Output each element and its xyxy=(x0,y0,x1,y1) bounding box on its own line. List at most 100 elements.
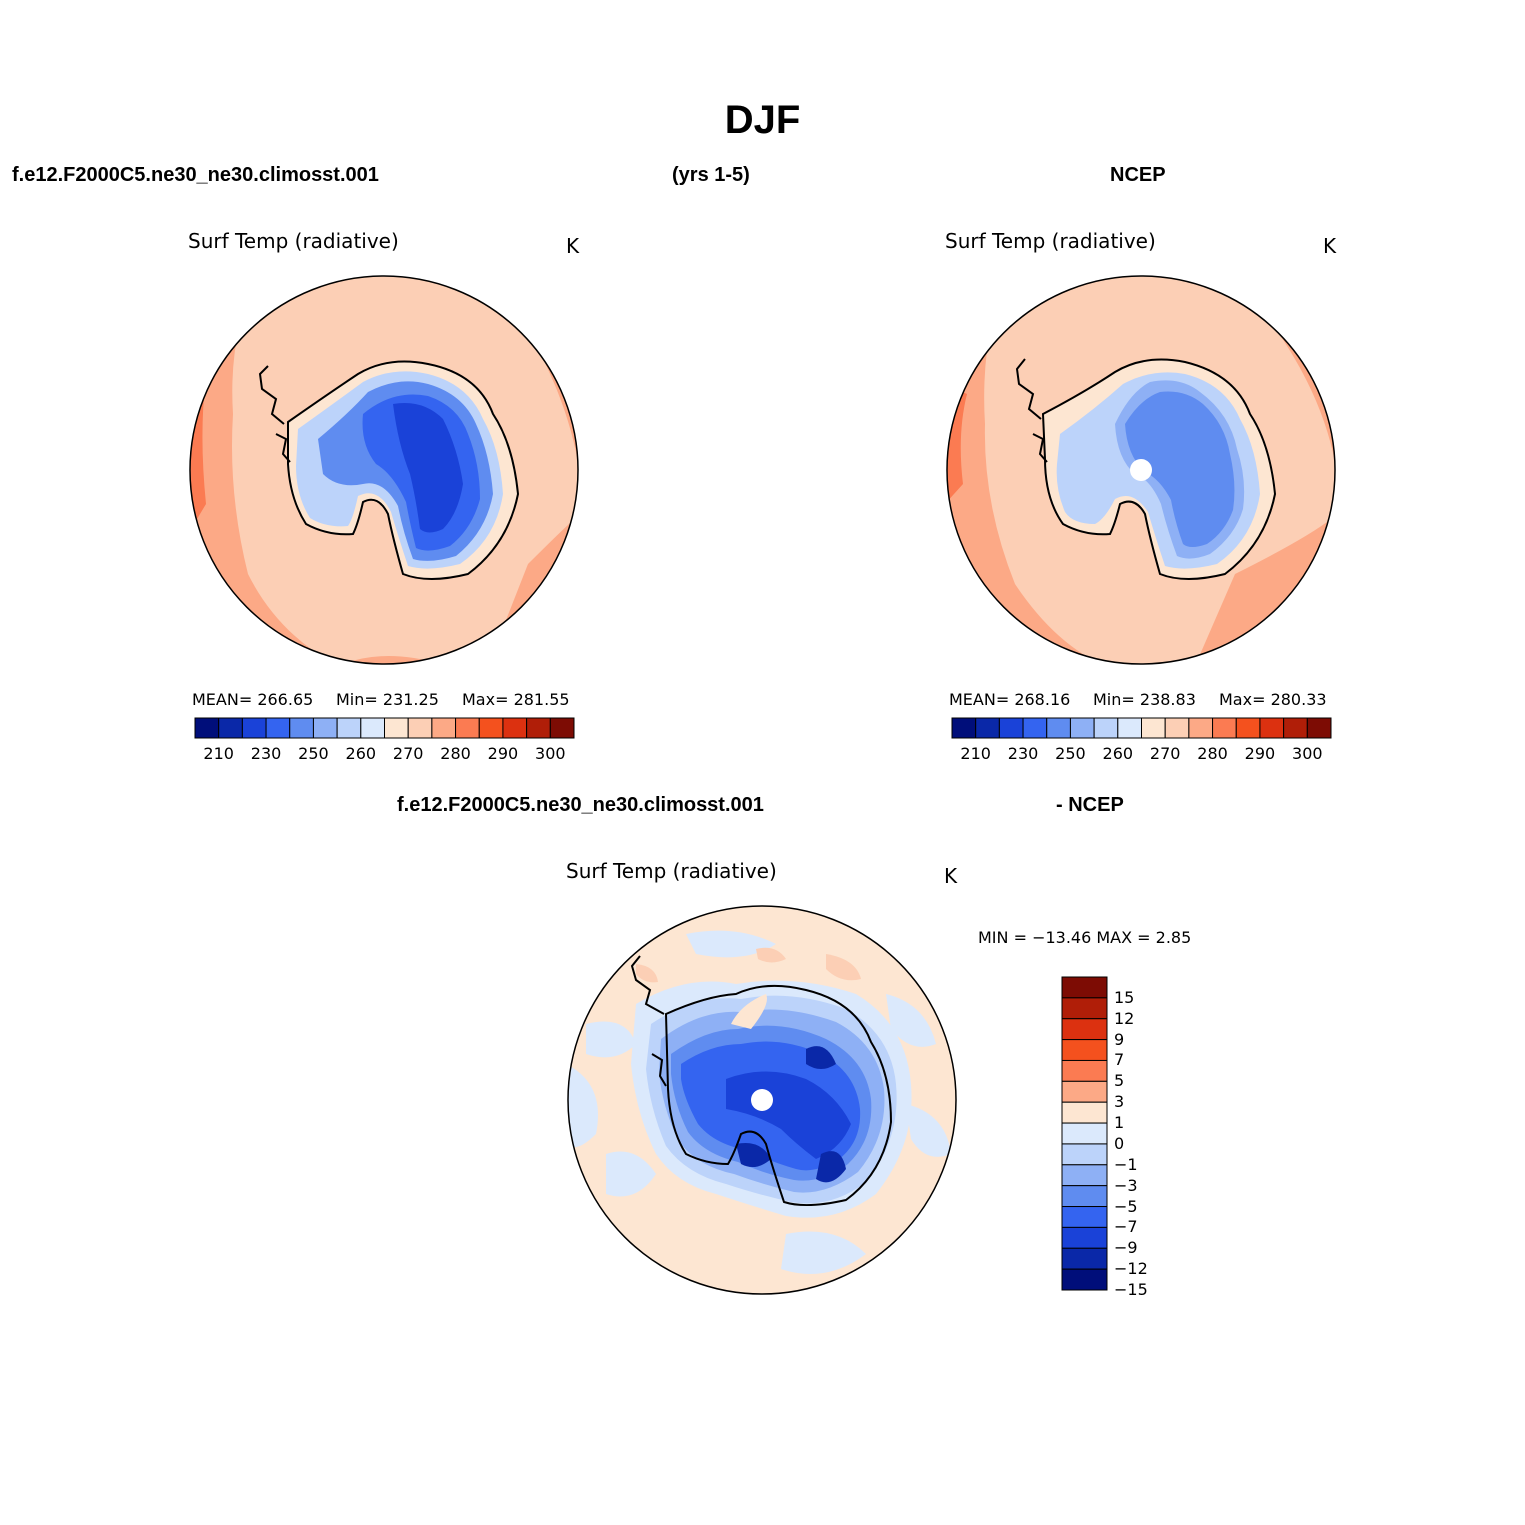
obs-colorbar-box xyxy=(1164,717,1190,739)
diff-colorbar-tick-label: −7 xyxy=(1114,1217,1138,1237)
diff-colorbar-box xyxy=(1061,1206,1108,1228)
obs-colorbar-tick-label: 250 xyxy=(1055,744,1086,763)
obs-units: K xyxy=(1323,234,1337,258)
model-colorbar-box xyxy=(360,717,385,739)
obs-colorbar-box xyxy=(951,717,977,739)
diff-colorbar-tick-label: −12 xyxy=(1114,1259,1148,1279)
obs-colorbar-labels: 210 230 250 260 270 280 290 300 xyxy=(952,744,1331,764)
diff-colorbar-box xyxy=(1061,1018,1108,1041)
obs-min-stat: Min= 238.83 xyxy=(1093,690,1196,709)
model-colorbar-box xyxy=(265,717,291,739)
diff-colorbar-box xyxy=(1061,1247,1108,1270)
diff-colorbar-box xyxy=(1061,1143,1108,1166)
diff-units: K xyxy=(944,864,958,888)
model-colorbar-tick-label: 300 xyxy=(535,744,566,763)
diff-colorbar-tick-label: 5 xyxy=(1114,1071,1125,1091)
model-colorbar-tick-label: 210 xyxy=(203,744,234,763)
model-colorbar-labels: 210 230 250 260 270 280 290 300 xyxy=(195,744,574,764)
obs-colorbar-box xyxy=(998,717,1024,739)
model-colorbar-tick-label: 250 xyxy=(298,744,329,763)
obs-colorbar-box xyxy=(1259,717,1285,739)
obs-colorbar-box xyxy=(1212,717,1237,739)
obs-map xyxy=(946,275,1336,665)
model-colorbar-box xyxy=(455,717,480,739)
diff-colorbar-box xyxy=(1061,1101,1108,1124)
model-colorbar-box xyxy=(241,717,267,739)
model-colorbar-tick-label: 260 xyxy=(345,744,377,763)
diff-colorbar-tick-label: −9 xyxy=(1114,1238,1138,1258)
diff-colorbar xyxy=(1061,976,1108,1291)
model-colorbar-box xyxy=(289,717,314,739)
diff-colorbar-tick-label: 3 xyxy=(1114,1092,1125,1112)
model-colorbar-box xyxy=(549,717,575,739)
model-colorbar-box xyxy=(312,717,338,739)
model-colorbar-box xyxy=(478,717,504,739)
model-units: K xyxy=(566,234,580,258)
diff-colorbar-tick-label: 12 xyxy=(1114,1008,1135,1028)
diff-colorbar-box xyxy=(1061,1164,1108,1187)
obs-colorbar-box xyxy=(1188,717,1214,739)
diff-colorbar-tick-label: 15 xyxy=(1114,987,1135,1007)
model-panel-title: Surf Temp (radiative) xyxy=(188,229,399,253)
obs-header: NCEP xyxy=(1110,164,1166,186)
obs-panel-title: Surf Temp (radiative) xyxy=(945,229,1156,253)
model-colorbar-tick-label: 270 xyxy=(392,744,424,763)
model-colorbar-box xyxy=(431,717,457,739)
figure-title: DJF xyxy=(724,98,801,142)
model-max-stat: Max= 281.55 xyxy=(462,690,570,709)
diff-colorbar-tick-label: 0 xyxy=(1114,1133,1125,1153)
model-colorbar-box xyxy=(407,717,433,739)
diff-colorbar-tick-label: 9 xyxy=(1114,1029,1125,1049)
years-header: (yrs 1-5) xyxy=(672,164,750,186)
diff-colorbar-box xyxy=(1061,1185,1108,1208)
diff-colorbar-box xyxy=(1061,1226,1108,1249)
obs-mean-stat: MEAN= 268.16 xyxy=(949,690,1071,709)
case-name-header: f.e12.F2000C5.ne30_ne30.climosst.001 xyxy=(12,164,379,186)
diff-case-header: f.e12.F2000C5.ne30_ne30.climosst.001 xyxy=(397,794,764,816)
diff-colorbar-box xyxy=(1061,1268,1108,1291)
diff-colorbar-tick-label: 1 xyxy=(1114,1113,1125,1133)
obs-colorbar-tick-label: 210 xyxy=(960,744,991,763)
diff-minmax-stat: MIN = −13.46 MAX = 2.85 xyxy=(978,928,1192,947)
model-colorbar-tick-label: 290 xyxy=(487,744,519,763)
diff-colorbar-tick-label: 7 xyxy=(1114,1050,1125,1070)
model-colorbar-box xyxy=(194,717,220,739)
diff-map xyxy=(567,905,957,1295)
model-colorbar-box xyxy=(384,717,409,739)
obs-colorbar-tick-label: 270 xyxy=(1149,744,1181,763)
obs-max-stat: Max= 280.33 xyxy=(1219,690,1327,709)
model-colorbar-box xyxy=(526,717,551,739)
diff-colorbar-box xyxy=(1061,1122,1108,1145)
diff-colorbar-tick-label: −3 xyxy=(1114,1175,1138,1195)
diff-panel-title: Surf Temp (radiative) xyxy=(566,859,777,883)
model-colorbar-tick-label: 230 xyxy=(250,744,282,763)
obs-colorbar-tick-label: 230 xyxy=(1007,744,1039,763)
obs-colorbar-box xyxy=(1283,717,1308,739)
obs-colorbar-box xyxy=(975,717,1000,739)
obs-colorbar xyxy=(951,717,1332,739)
obs-colorbar-tick-label: 290 xyxy=(1244,744,1276,763)
obs-colorbar-box xyxy=(1093,717,1119,739)
obs-colorbar-box xyxy=(1069,717,1095,739)
obs-colorbar-tick-label: 260 xyxy=(1102,744,1134,763)
model-colorbar-box xyxy=(336,717,362,739)
obs-colorbar-tick-label: 300 xyxy=(1292,744,1323,763)
diff-colorbar-box xyxy=(1061,997,1108,1020)
diff-colorbar-box xyxy=(1061,976,1108,999)
obs-colorbar-box xyxy=(1306,717,1332,739)
diff-colorbar-box xyxy=(1061,1039,1108,1061)
diff-colorbar-tick-label: −1 xyxy=(1114,1154,1138,1174)
diff-colorbar-box xyxy=(1061,1059,1108,1082)
diff-colorbar-labels: 15 12 9 7 5 3 1 0 −1 −3 −5 −7 −9 −12 −15 xyxy=(1114,977,1174,1299)
diff-obs-header: - NCEP xyxy=(1056,794,1124,816)
model-colorbar-box xyxy=(218,717,243,739)
diff-colorbar-tick-label: −5 xyxy=(1114,1196,1138,1216)
obs-colorbar-box xyxy=(1117,717,1142,739)
model-colorbar xyxy=(194,717,575,739)
obs-colorbar-box xyxy=(1046,717,1071,739)
model-min-stat: Min= 231.25 xyxy=(336,690,439,709)
obs-colorbar-box xyxy=(1141,717,1166,739)
model-mean-stat: MEAN= 266.65 xyxy=(192,690,314,709)
diff-colorbar-box xyxy=(1061,1080,1108,1103)
model-colorbar-tick-label: 280 xyxy=(440,744,471,763)
